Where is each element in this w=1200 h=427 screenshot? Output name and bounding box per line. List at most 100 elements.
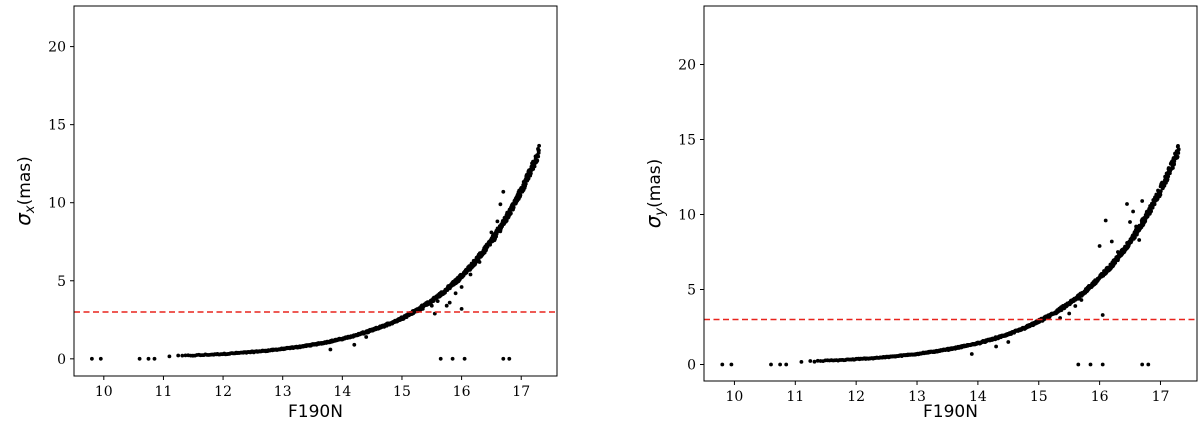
data-point xyxy=(1176,151,1181,155)
x-tick-label: 14 xyxy=(333,384,351,400)
data-point xyxy=(492,238,497,243)
data-point xyxy=(529,171,533,176)
data-point xyxy=(815,358,820,363)
x-tick-label: 12 xyxy=(214,384,232,400)
plot-frame xyxy=(703,5,1198,382)
data-point xyxy=(808,359,813,363)
data-point xyxy=(459,307,464,311)
x-tick-label: 17 xyxy=(1152,389,1170,405)
data-point xyxy=(1158,192,1163,197)
data-point xyxy=(489,230,494,235)
data-point xyxy=(1097,244,1102,248)
data-point xyxy=(769,362,773,367)
y-tick-label: 20 xyxy=(48,40,66,56)
y-tick-label: 5 xyxy=(57,274,66,290)
data-point xyxy=(180,353,185,358)
data-point xyxy=(1131,209,1135,214)
data-point xyxy=(495,219,500,224)
data-point xyxy=(1088,362,1093,367)
y-tick-label: 5 xyxy=(687,283,696,299)
y-tick-label: 0 xyxy=(687,358,696,374)
data-point xyxy=(1100,313,1105,317)
data-point xyxy=(444,303,449,308)
y-tick-label: 10 xyxy=(678,208,696,224)
scatter-chart-sigma-y: 10 11 12 13 14 15 16 17 0 5 10 15 20 F190N σy(mas) xyxy=(641,5,1198,422)
x-tick-label: 11 xyxy=(786,389,804,405)
data-point xyxy=(1172,162,1176,166)
data-points xyxy=(720,144,1181,367)
chart-panel-sigma-x: 10 11 12 13 14 15 16 17 0 5 10 15 20 F190N σx(mas) xyxy=(11,5,558,422)
data-point xyxy=(784,362,789,367)
data-point xyxy=(438,356,443,361)
data-point xyxy=(532,164,537,169)
data-point xyxy=(1152,202,1157,207)
data-point xyxy=(420,307,425,311)
data-point xyxy=(167,354,172,359)
plot-frame xyxy=(73,5,558,377)
data-point xyxy=(969,352,974,356)
data-point xyxy=(537,148,541,153)
data-point xyxy=(498,202,503,207)
data-point xyxy=(729,362,734,367)
data-point xyxy=(1140,199,1145,203)
x-tick-label: 16 xyxy=(453,384,471,400)
data-point xyxy=(523,182,528,186)
data-point xyxy=(535,158,540,163)
data-point xyxy=(1079,298,1084,302)
y-tick-label: 20 xyxy=(678,58,696,74)
data-point xyxy=(509,211,513,216)
data-point xyxy=(90,356,94,361)
data-point xyxy=(1109,239,1114,244)
data-point xyxy=(507,356,512,361)
data-point xyxy=(720,362,725,367)
data-point xyxy=(429,303,434,308)
data-point xyxy=(1176,144,1180,148)
x-tick-label: 15 xyxy=(393,384,411,400)
data-point xyxy=(1085,287,1090,292)
data-point xyxy=(799,360,804,364)
data-point xyxy=(98,356,103,361)
x-tick-label: 15 xyxy=(1030,389,1048,405)
y-axis-label: σy(mas) xyxy=(641,159,668,229)
x-tick-label: 13 xyxy=(908,389,926,405)
data-point xyxy=(1140,362,1145,367)
data-point xyxy=(1149,209,1153,213)
y-tick-label: 15 xyxy=(48,118,66,134)
y-tick-label: 10 xyxy=(48,196,66,212)
x-tick-label: 14 xyxy=(969,389,987,405)
data-point xyxy=(1175,154,1180,159)
data-point xyxy=(1006,340,1011,344)
data-point xyxy=(1125,202,1129,206)
data-point xyxy=(328,347,333,352)
data-point xyxy=(1100,362,1105,367)
data-point xyxy=(477,260,482,264)
data-point xyxy=(1158,189,1163,194)
data-point xyxy=(1116,250,1120,254)
data-point xyxy=(468,272,473,277)
x-tick-label: 11 xyxy=(155,384,173,400)
data-point xyxy=(812,359,817,364)
data-point xyxy=(536,154,541,159)
data-point xyxy=(176,353,181,358)
data-point xyxy=(364,335,369,339)
data-point xyxy=(1176,147,1181,152)
data-point xyxy=(1137,238,1142,242)
data-point xyxy=(994,344,998,349)
data-point xyxy=(778,362,782,367)
data-point xyxy=(447,300,452,305)
data-point xyxy=(1134,224,1138,229)
x-tick-label: 16 xyxy=(1091,389,1109,405)
data-point xyxy=(1073,304,1078,308)
x-tick-label: 17 xyxy=(512,384,530,400)
data-point xyxy=(1166,174,1171,179)
data-point xyxy=(352,342,357,347)
data-point xyxy=(137,356,142,361)
chart-panel-sigma-y: 10 11 12 13 14 15 16 17 0 5 10 15 20 F190N σy(mas) xyxy=(600,0,1200,427)
data-point xyxy=(183,353,188,358)
data-point xyxy=(537,143,541,148)
data-point xyxy=(1067,311,1072,316)
data-point xyxy=(459,285,464,289)
x-axis-label: F190N xyxy=(288,402,343,422)
x-axis-label: F190N xyxy=(923,402,978,422)
data-point xyxy=(435,299,440,303)
